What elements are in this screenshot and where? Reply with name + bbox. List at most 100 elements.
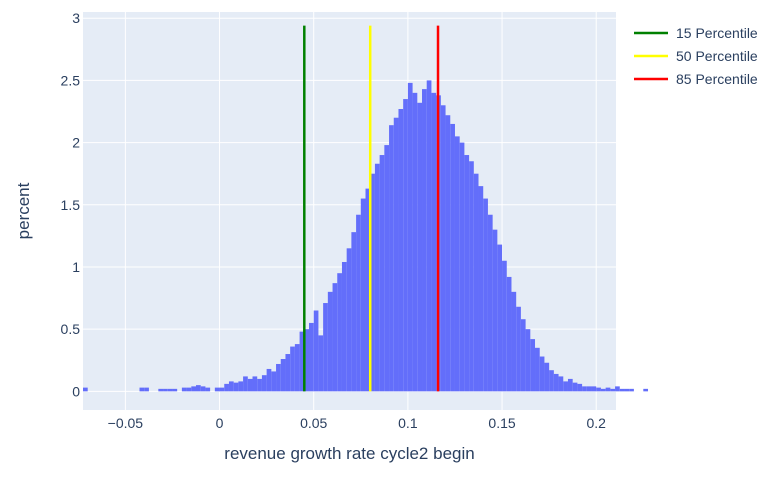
histogram-bar <box>600 388 606 392</box>
histogram-bar <box>407 82 413 392</box>
histogram-bar <box>624 388 630 392</box>
x-tick-label: −0.05 <box>108 415 144 431</box>
histogram-bar <box>214 387 220 392</box>
histogram-bar <box>643 388 649 392</box>
y-tick-label: 1 <box>72 259 80 275</box>
legend-label: 15 Percentile <box>676 25 758 41</box>
histogram-bar <box>313 310 319 392</box>
histogram-bar <box>398 109 404 392</box>
histogram-bar <box>299 331 305 392</box>
histogram-bar <box>450 123 455 392</box>
histogram-bar <box>615 386 620 392</box>
histogram-bar <box>196 385 201 392</box>
histogram-bar <box>181 387 187 392</box>
histogram-bar <box>502 260 507 392</box>
histogram-bar <box>563 381 568 392</box>
percentile-lines <box>303 25 440 392</box>
histogram-bar <box>337 273 342 392</box>
histogram-bar <box>567 378 573 392</box>
histogram-bar <box>163 388 168 392</box>
histogram-bar <box>261 375 267 392</box>
legend[interactable]: 15 Percentile 50 Percentile 85 Percentile <box>634 25 758 87</box>
histogram-bar <box>294 344 300 392</box>
histogram-bar <box>483 198 488 392</box>
histogram-bar <box>238 381 244 392</box>
histogram-bar <box>577 383 583 392</box>
histogram-bar <box>412 92 418 392</box>
histogram-bar <box>252 376 258 392</box>
histogram-bar <box>351 232 357 392</box>
legend-item[interactable]: 15 Percentile <box>634 25 758 41</box>
y-tick-label: 0 <box>72 383 80 399</box>
histogram-bar <box>323 303 328 392</box>
y-tick-label: 2 <box>72 135 80 151</box>
histogram-bar <box>596 387 601 392</box>
x-tick-label: 0.2 <box>586 415 606 431</box>
histogram-bar <box>83 387 88 392</box>
histogram-bar <box>205 387 211 392</box>
histogram-bar <box>158 388 164 392</box>
histogram-bar <box>247 378 253 392</box>
y-tick-label: 0.5 <box>61 321 81 337</box>
histogram-bar <box>233 382 239 392</box>
histogram-bar <box>384 145 390 392</box>
histogram-bar <box>417 102 423 392</box>
histogram-bar <box>389 125 394 392</box>
histogram-bar <box>370 173 375 392</box>
histogram-bar <box>478 186 484 392</box>
histogram-bar <box>200 386 206 392</box>
histogram-bar <box>591 386 597 392</box>
legend-label: 50 Percentile <box>676 48 758 64</box>
histogram-bar <box>506 276 512 392</box>
histogram-bar <box>285 354 291 392</box>
legend-item[interactable]: 50 Percentile <box>634 48 758 64</box>
histogram-bar <box>619 388 625 392</box>
histogram-bar <box>525 329 531 392</box>
histogram-bar <box>511 291 517 392</box>
histogram-bar <box>172 388 178 392</box>
histogram-bar <box>304 329 310 392</box>
histogram-bar <box>422 89 427 392</box>
histogram-bar <box>271 371 277 392</box>
histogram-bar <box>356 214 361 392</box>
histogram-bar <box>243 376 248 392</box>
histogram-bar <box>610 388 616 392</box>
histogram-bar <box>544 362 550 392</box>
histogram-bar <box>459 142 465 392</box>
histogram-bar <box>586 386 592 392</box>
y-axis-ticks: 0 0.5 1 1.5 2 2.5 3 <box>61 10 81 399</box>
histogram-bar <box>290 346 295 392</box>
histogram-bar <box>276 363 281 392</box>
x-tick-label: 0.05 <box>300 415 327 431</box>
histogram-bar <box>318 335 324 392</box>
histogram-bar <box>530 339 536 392</box>
histogram-bar <box>431 92 437 392</box>
histogram-bar <box>167 388 173 392</box>
histogram-bar <box>520 319 526 392</box>
y-tick-label: 3 <box>72 10 80 26</box>
x-tick-label: 0 <box>216 415 224 431</box>
histogram-bar <box>492 229 498 392</box>
histogram-bar <box>346 248 352 392</box>
histogram-bar <box>309 322 314 392</box>
histogram-bar <box>219 387 225 392</box>
y-axis-label: percent <box>14 182 33 239</box>
histogram-bar <box>605 387 611 392</box>
histogram-bar <box>473 173 479 392</box>
histogram-bar <box>403 99 408 392</box>
histogram-bar <box>360 198 366 392</box>
histogram-bar <box>582 386 587 392</box>
legend-item[interactable]: 85 Percentile <box>634 71 758 87</box>
histogram-bar <box>549 370 554 392</box>
histogram-bar <box>497 244 503 392</box>
y-tick-label: 1.5 <box>61 197 81 213</box>
histogram-bar <box>487 214 493 392</box>
histogram-bar <box>558 376 564 392</box>
x-tick-label: 0.1 <box>398 415 418 431</box>
histogram-bar <box>393 117 399 392</box>
histogram-bar <box>454 136 460 392</box>
histogram-bar <box>266 368 272 392</box>
histogram-bar <box>516 306 521 392</box>
histogram-bar <box>535 347 540 392</box>
